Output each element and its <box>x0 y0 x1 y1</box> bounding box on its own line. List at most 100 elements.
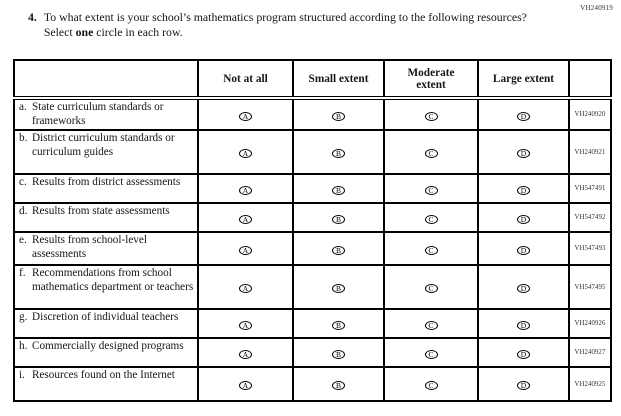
row-code: VH240925 <box>568 366 612 402</box>
oval-moderate-extent[interactable]: C <box>424 185 438 195</box>
oval-large-extent[interactable]: D <box>517 149 530 159</box>
row-label: Results from school-level assessments <box>32 234 147 260</box>
oval-letter: D <box>520 185 527 195</box>
oval-letter: C <box>428 185 434 195</box>
oval-moderate-extent[interactable]: C <box>424 381 438 391</box>
oval-moderate-extent[interactable]: C <box>424 245 438 255</box>
table-row-f: f. Recommendations from school mathematic… <box>13 264 612 310</box>
oval-moderate-extent[interactable]: C <box>424 111 438 121</box>
oval-not-at-all[interactable]: A <box>239 284 252 294</box>
oval-small-extent[interactable]: B <box>332 381 345 391</box>
table-row-g: g. Discretion of individual teachers A B … <box>13 308 612 339</box>
oval-letter: D <box>520 245 527 255</box>
oval-letter: B <box>335 349 341 359</box>
oval-not-at-all[interactable]: A <box>239 185 252 195</box>
table-row-b: b. District curriculum standards or curri… <box>13 129 612 175</box>
oval-small-extent[interactable]: B <box>332 111 345 121</box>
row-code: VH547492 <box>568 202 612 233</box>
oval-letter: D <box>520 349 527 359</box>
row-label: District curriculum standards or curricu… <box>32 132 175 158</box>
oval-not-at-all[interactable]: A <box>239 381 252 391</box>
question: 4. To what extent is your school’s mathe… <box>28 10 568 40</box>
header-blank-code <box>568 59 612 100</box>
oval-letter: B <box>335 284 341 293</box>
oval-letter: C <box>428 349 434 359</box>
oval-not-at-all[interactable]: A <box>239 111 252 121</box>
oval-not-at-all[interactable]: A <box>239 349 252 359</box>
oval-letter: D <box>520 149 527 158</box>
oval-letter: B <box>335 149 341 158</box>
oval-large-extent[interactable]: D <box>517 214 530 224</box>
question-text-part2: circle in each row. <box>93 25 183 39</box>
oval-letter: B <box>335 214 341 224</box>
row-label: State curriculum standards or frameworks <box>32 101 164 127</box>
oval-moderate-extent[interactable]: C <box>424 149 438 159</box>
oval-large-extent[interactable]: D <box>517 185 530 195</box>
header-moderate-extent: Moderate extent <box>383 59 479 100</box>
oval-large-extent[interactable]: D <box>517 381 530 391</box>
oval-letter: A <box>242 284 249 293</box>
oval-letter: C <box>428 284 434 293</box>
row-code: VH240926 <box>568 308 612 339</box>
table-row-e: e. Results from school-level assessments … <box>13 231 612 266</box>
oval-letter: C <box>428 381 434 390</box>
table-row-i: i. Resources found on the Internet A B C … <box>13 366 612 402</box>
oval-moderate-extent[interactable]: C <box>424 284 438 294</box>
header-not-at-all: Not at all <box>197 59 294 100</box>
row-label: Commercially designed programs <box>32 340 184 352</box>
oval-large-extent[interactable]: D <box>517 320 530 330</box>
oval-moderate-extent[interactable]: C <box>424 349 438 359</box>
row-label: Resources found on the Internet <box>32 369 175 381</box>
response-grid: Not at all Small extent Moderate extent … <box>13 59 612 402</box>
oval-letter: A <box>242 214 249 224</box>
oval-not-at-all[interactable]: A <box>239 320 252 330</box>
header-moderate-extent-label: Moderate extent <box>407 66 455 91</box>
oval-letter: A <box>242 245 249 255</box>
row-code: VH240920 <box>568 97 612 131</box>
row-letter: f. <box>19 267 26 279</box>
oval-letter: A <box>242 349 249 359</box>
row-code: VH547495 <box>568 264 612 310</box>
row-letter: h. <box>19 340 28 352</box>
oval-letter: D <box>520 214 527 224</box>
oval-letter: B <box>335 320 341 330</box>
oval-moderate-extent[interactable]: C <box>424 214 438 224</box>
oval-not-at-all[interactable]: A <box>239 245 252 255</box>
oval-letter: A <box>242 149 249 158</box>
question-number: 4. <box>28 10 37 24</box>
oval-not-at-all[interactable]: A <box>239 214 252 224</box>
oval-not-at-all[interactable]: A <box>239 149 252 159</box>
oval-small-extent[interactable]: B <box>332 320 345 330</box>
table-row-a: a. State curriculum standards or framewor… <box>13 97 612 131</box>
oval-letter: B <box>335 245 341 255</box>
oval-small-extent[interactable]: B <box>332 149 345 159</box>
oval-letter: A <box>242 381 249 390</box>
oval-moderate-extent[interactable]: C <box>424 320 438 330</box>
oval-letter: A <box>242 111 249 121</box>
row-code: VH547491 <box>568 173 612 204</box>
row-letter: c. <box>19 176 27 188</box>
question-text: To what extent is your school’s mathemat… <box>44 10 549 40</box>
oval-large-extent[interactable]: D <box>517 349 530 359</box>
row-letter: a. <box>19 101 27 113</box>
row-label: Results from district assessments <box>32 176 181 188</box>
row-code: VH240921 <box>568 129 612 175</box>
oval-small-extent[interactable]: B <box>332 185 345 195</box>
oval-small-extent[interactable]: B <box>332 349 345 359</box>
oval-large-extent[interactable]: D <box>517 111 530 121</box>
oval-small-extent[interactable]: B <box>332 214 345 224</box>
oval-small-extent[interactable]: B <box>332 245 345 255</box>
oval-letter: D <box>520 284 527 293</box>
oval-letter: D <box>520 381 527 390</box>
oval-letter: C <box>428 149 434 158</box>
oval-large-extent[interactable]: D <box>517 284 530 294</box>
row-code: VH240927 <box>568 337 612 368</box>
row-letter: b. <box>19 132 28 144</box>
header-row: Not at all Small extent Moderate extent … <box>13 59 612 100</box>
oval-large-extent[interactable]: D <box>517 245 530 255</box>
row-letter: g. <box>19 311 28 323</box>
oval-letter: B <box>335 381 341 390</box>
oval-letter: D <box>520 111 527 121</box>
oval-small-extent[interactable]: B <box>332 284 345 294</box>
oval-letter: B <box>335 185 341 195</box>
